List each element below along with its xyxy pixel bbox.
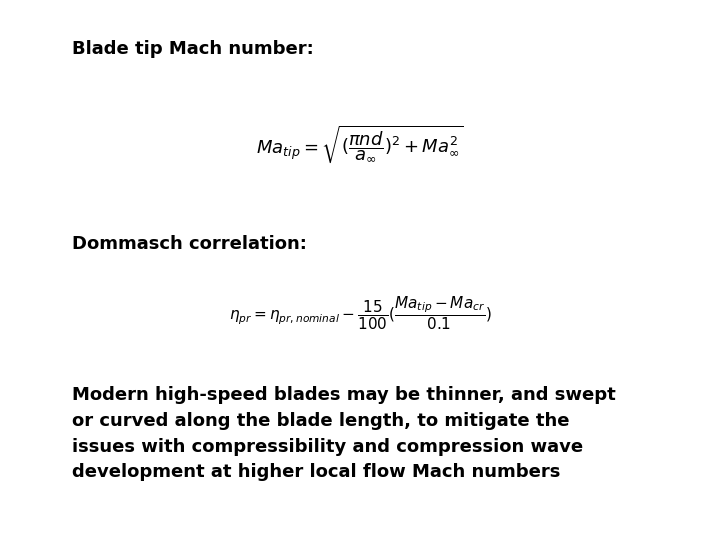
Text: $Ma_{tip} = \sqrt{(\dfrac{\pi n d}{a_{\infty}})^2 + Ma_{\infty}^2}$: $Ma_{tip} = \sqrt{(\dfrac{\pi n d}{a_{\i…: [256, 124, 464, 165]
Text: Dommasch correlation:: Dommasch correlation:: [72, 235, 307, 253]
Text: $\eta_{pr} = \eta_{pr,nominal} - \dfrac{15}{100}(\dfrac{Ma_{tip} - Ma_{cr}}{0.1}: $\eta_{pr} = \eta_{pr,nominal} - \dfrac{…: [229, 294, 491, 332]
Text: Modern high-speed blades may be thinner, and swept
or curved along the blade len: Modern high-speed blades may be thinner,…: [72, 386, 616, 481]
Text: Blade tip Mach number:: Blade tip Mach number:: [72, 40, 314, 58]
